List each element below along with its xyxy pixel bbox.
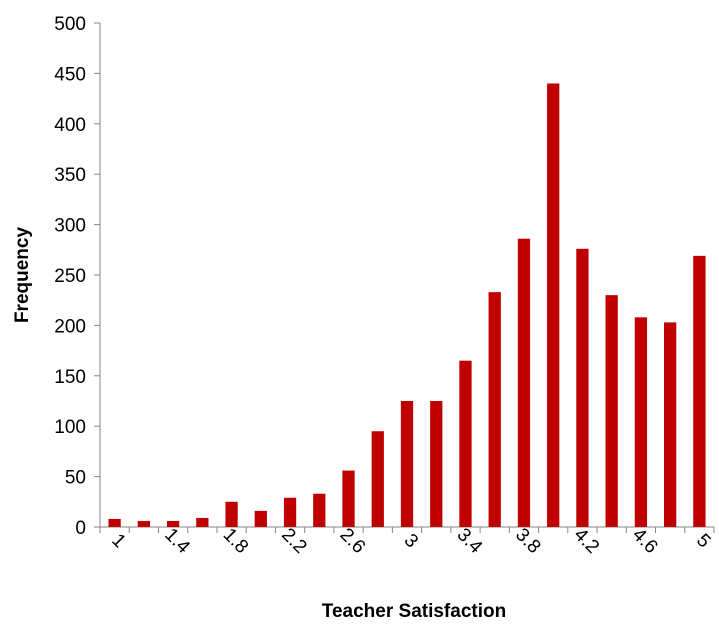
y-tick-label: 400 xyxy=(54,115,86,136)
x-tick-label: 1 xyxy=(107,530,129,552)
bar-5 xyxy=(693,255,706,527)
y-tick-labels: 0 50 100 150 200 250 300 350 400 450 500 xyxy=(54,14,86,539)
bar-3.8 xyxy=(517,238,531,527)
bar-4 xyxy=(547,83,560,527)
bar-2.8 xyxy=(371,431,384,527)
y-tick-label: 500 xyxy=(54,14,86,35)
bar-3.6 xyxy=(488,292,501,527)
x-tick-label: 1.8 xyxy=(219,524,253,558)
x-tick-label: 1.4 xyxy=(160,524,194,558)
x-tick-labels: 1 1.4 1.8 2.2 2.6 3 3.4 3.8 4.2 4.6 5 xyxy=(107,524,714,558)
x-tick-label: 2.2 xyxy=(277,524,311,558)
bar-1.2 xyxy=(137,520,150,527)
y-tick-label: 450 xyxy=(54,64,86,85)
x-axis-title: Teacher Satisfaction xyxy=(322,601,506,622)
x-tick-label: 2.6 xyxy=(336,524,370,558)
y-tick-label: 300 xyxy=(54,216,86,237)
bar-2.6 xyxy=(342,470,355,527)
y-tick-label: 250 xyxy=(54,266,86,287)
bar-3.2 xyxy=(430,401,443,527)
bar-2.4 xyxy=(313,493,326,527)
bar-4.4 xyxy=(605,295,618,527)
bar-1 xyxy=(108,518,121,527)
x-tick-label: 3.8 xyxy=(511,524,545,558)
bar-4.2 xyxy=(576,248,589,528)
y-axis-title: Frequency xyxy=(12,227,33,324)
x-tick-label: 3 xyxy=(400,530,422,552)
y-tick-label: 0 xyxy=(75,518,86,539)
x-tick-label: 3.4 xyxy=(453,524,487,558)
bar-1.6 xyxy=(196,517,209,527)
bar-2 xyxy=(254,510,267,527)
x-tick-label: 4.2 xyxy=(570,524,604,558)
y-tick-label: 150 xyxy=(54,367,86,388)
bars xyxy=(108,83,706,528)
x-tick-label: 4.6 xyxy=(628,524,662,558)
bar-1.4 xyxy=(166,520,180,527)
y-tick-label: 100 xyxy=(54,417,86,438)
bar-4.6 xyxy=(634,317,648,527)
x-tick-label: 5 xyxy=(692,530,714,552)
bar-3 xyxy=(400,401,414,527)
bar-2.2 xyxy=(283,497,297,527)
bar-4.8 xyxy=(664,322,677,527)
bar-1.8 xyxy=(225,501,238,527)
y-tick-label: 50 xyxy=(65,468,86,489)
y-tick-label: 350 xyxy=(54,165,86,186)
y-tick-label: 200 xyxy=(54,316,86,337)
bar-3.4 xyxy=(459,360,472,527)
